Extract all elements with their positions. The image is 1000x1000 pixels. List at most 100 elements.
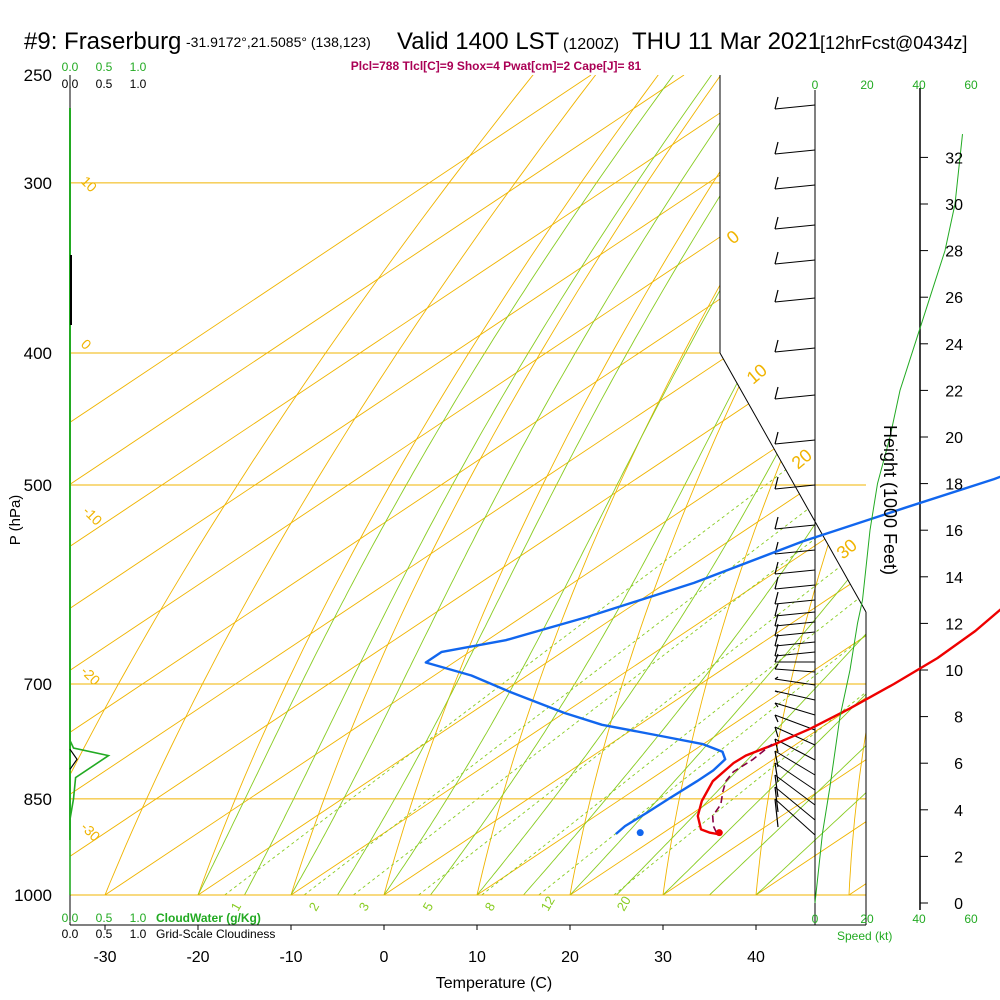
isotherm-line xyxy=(70,75,685,895)
moist-adiabat-line xyxy=(290,75,754,895)
height-tick-label: 32 xyxy=(945,150,963,167)
height-tick-label: 8 xyxy=(954,710,963,727)
moist-adiabat-line xyxy=(383,75,851,895)
cloudwater-tick-bottom: 0.5 xyxy=(96,911,113,925)
barb-staff xyxy=(774,786,816,821)
moist-adiabat-line xyxy=(709,75,866,895)
barb-staff xyxy=(774,104,816,110)
wind-barb xyxy=(774,251,816,265)
pressure-tick-label: 250 xyxy=(24,66,52,85)
wind-barb xyxy=(774,96,816,110)
plot-frame xyxy=(69,75,921,926)
barb-staff xyxy=(774,690,816,701)
moist-adiabat-line xyxy=(523,75,866,895)
barb-flag xyxy=(774,714,779,723)
mixing-ratio-label: 8 xyxy=(482,900,499,914)
barb-staff xyxy=(774,621,816,627)
speed-tick-label-bottom: 0 xyxy=(812,912,819,926)
height-tick-label: 20 xyxy=(945,430,963,447)
barb-staff xyxy=(774,762,816,791)
barb-staff xyxy=(774,641,816,647)
cloudwater-tick-bottom: 0.0 xyxy=(62,911,79,925)
zulu-time: (1200Z) xyxy=(563,36,619,53)
x-tick-label: -10 xyxy=(279,949,302,966)
barb-flag xyxy=(774,738,779,753)
barb-staff xyxy=(774,259,816,265)
wind-barb xyxy=(774,289,816,303)
dry-adiabat-line xyxy=(70,75,553,895)
cloudwater-tick-top: 0.0 xyxy=(62,60,79,74)
barb-staff xyxy=(774,599,816,605)
mixing-ratio-line xyxy=(538,352,866,895)
valid-time: Valid 1400 LST xyxy=(397,28,560,55)
barb-flag xyxy=(774,386,779,400)
barb-flag xyxy=(774,591,779,605)
cloudiness-tick-top: 1.0 xyxy=(130,77,147,91)
pressure-tick-label: 1000 xyxy=(14,886,52,905)
height-tick-label: 2 xyxy=(954,849,963,866)
wind-barb xyxy=(774,798,816,836)
barb-staff xyxy=(774,439,816,445)
barb-flag xyxy=(774,176,779,190)
dry-adiabat-line xyxy=(662,75,866,895)
barb-flag xyxy=(774,653,779,663)
wind-barb xyxy=(774,786,816,821)
barb-staff xyxy=(774,611,816,617)
wind-barb xyxy=(774,613,816,627)
wind-barb xyxy=(774,774,816,806)
barb-flag xyxy=(774,603,779,617)
wind-barb xyxy=(774,643,816,657)
sounding-profiles xyxy=(69,108,1000,904)
sounding-parameters: Plcl=788 Tlcl[C]=9 Shox=4 Pwat[cm]=2 Cap… xyxy=(351,59,642,73)
barb-staff xyxy=(774,750,816,776)
pressure-tick-label: 400 xyxy=(24,344,52,363)
speed-tick-label-bottom: 40 xyxy=(912,912,926,926)
cloudiness-label: Grid-Scale Cloudiness xyxy=(156,927,275,941)
cloudwater-tick-top: 0.5 xyxy=(96,60,113,74)
wind-barb xyxy=(774,339,816,353)
height-tick-label: 18 xyxy=(945,477,963,494)
mixing-ratio-label: 3 xyxy=(356,900,373,914)
barb-flag xyxy=(774,289,779,303)
wind-barb xyxy=(774,176,816,190)
x-tick-label: 30 xyxy=(654,949,672,966)
height-tick-label: 26 xyxy=(945,290,963,307)
barb-flag xyxy=(774,798,779,828)
wind-barb xyxy=(774,141,816,155)
theta-label: 20 xyxy=(788,445,816,473)
wind-barb xyxy=(774,714,816,731)
moist-adiabat-line xyxy=(197,75,674,895)
wind-barb xyxy=(774,663,816,673)
speed-tick-label-top: 40 xyxy=(912,78,926,92)
wind-barb xyxy=(774,653,815,663)
barb-staff xyxy=(774,714,816,731)
barb-flag xyxy=(774,702,779,708)
barb-staff xyxy=(774,584,816,590)
surface-dewpoint-point xyxy=(636,829,644,837)
wind-barb xyxy=(774,603,816,617)
barb-flag xyxy=(774,774,779,798)
height-tick-label: 4 xyxy=(954,803,963,820)
isotherm-label: -30 xyxy=(78,819,104,845)
speed-tick-label-bottom: 60 xyxy=(964,912,978,926)
axis-ticks: -30 -20 -10 0 10 20 30 402503004005007008501000… xyxy=(14,60,978,966)
barb-flag xyxy=(774,690,779,693)
barb-staff xyxy=(774,798,816,836)
dry-adiabat-line xyxy=(476,75,862,895)
barb-staff xyxy=(774,678,816,686)
height-tick-label: 6 xyxy=(954,756,963,773)
wind-barb xyxy=(774,623,816,637)
isotherm-line xyxy=(383,75,866,895)
barb-staff xyxy=(774,524,816,530)
barb-staff xyxy=(774,651,816,657)
x-tick-label: 20 xyxy=(561,949,579,966)
wind-barb xyxy=(774,216,816,230)
wind-barb xyxy=(774,576,816,590)
wind-barb xyxy=(774,561,816,575)
dry-adiabat-line xyxy=(383,75,800,895)
dry-adiabat-line xyxy=(104,75,615,895)
surface-temperature-point xyxy=(715,829,723,837)
parcel-line xyxy=(711,743,773,834)
isotherm-label: -20 xyxy=(78,663,104,689)
